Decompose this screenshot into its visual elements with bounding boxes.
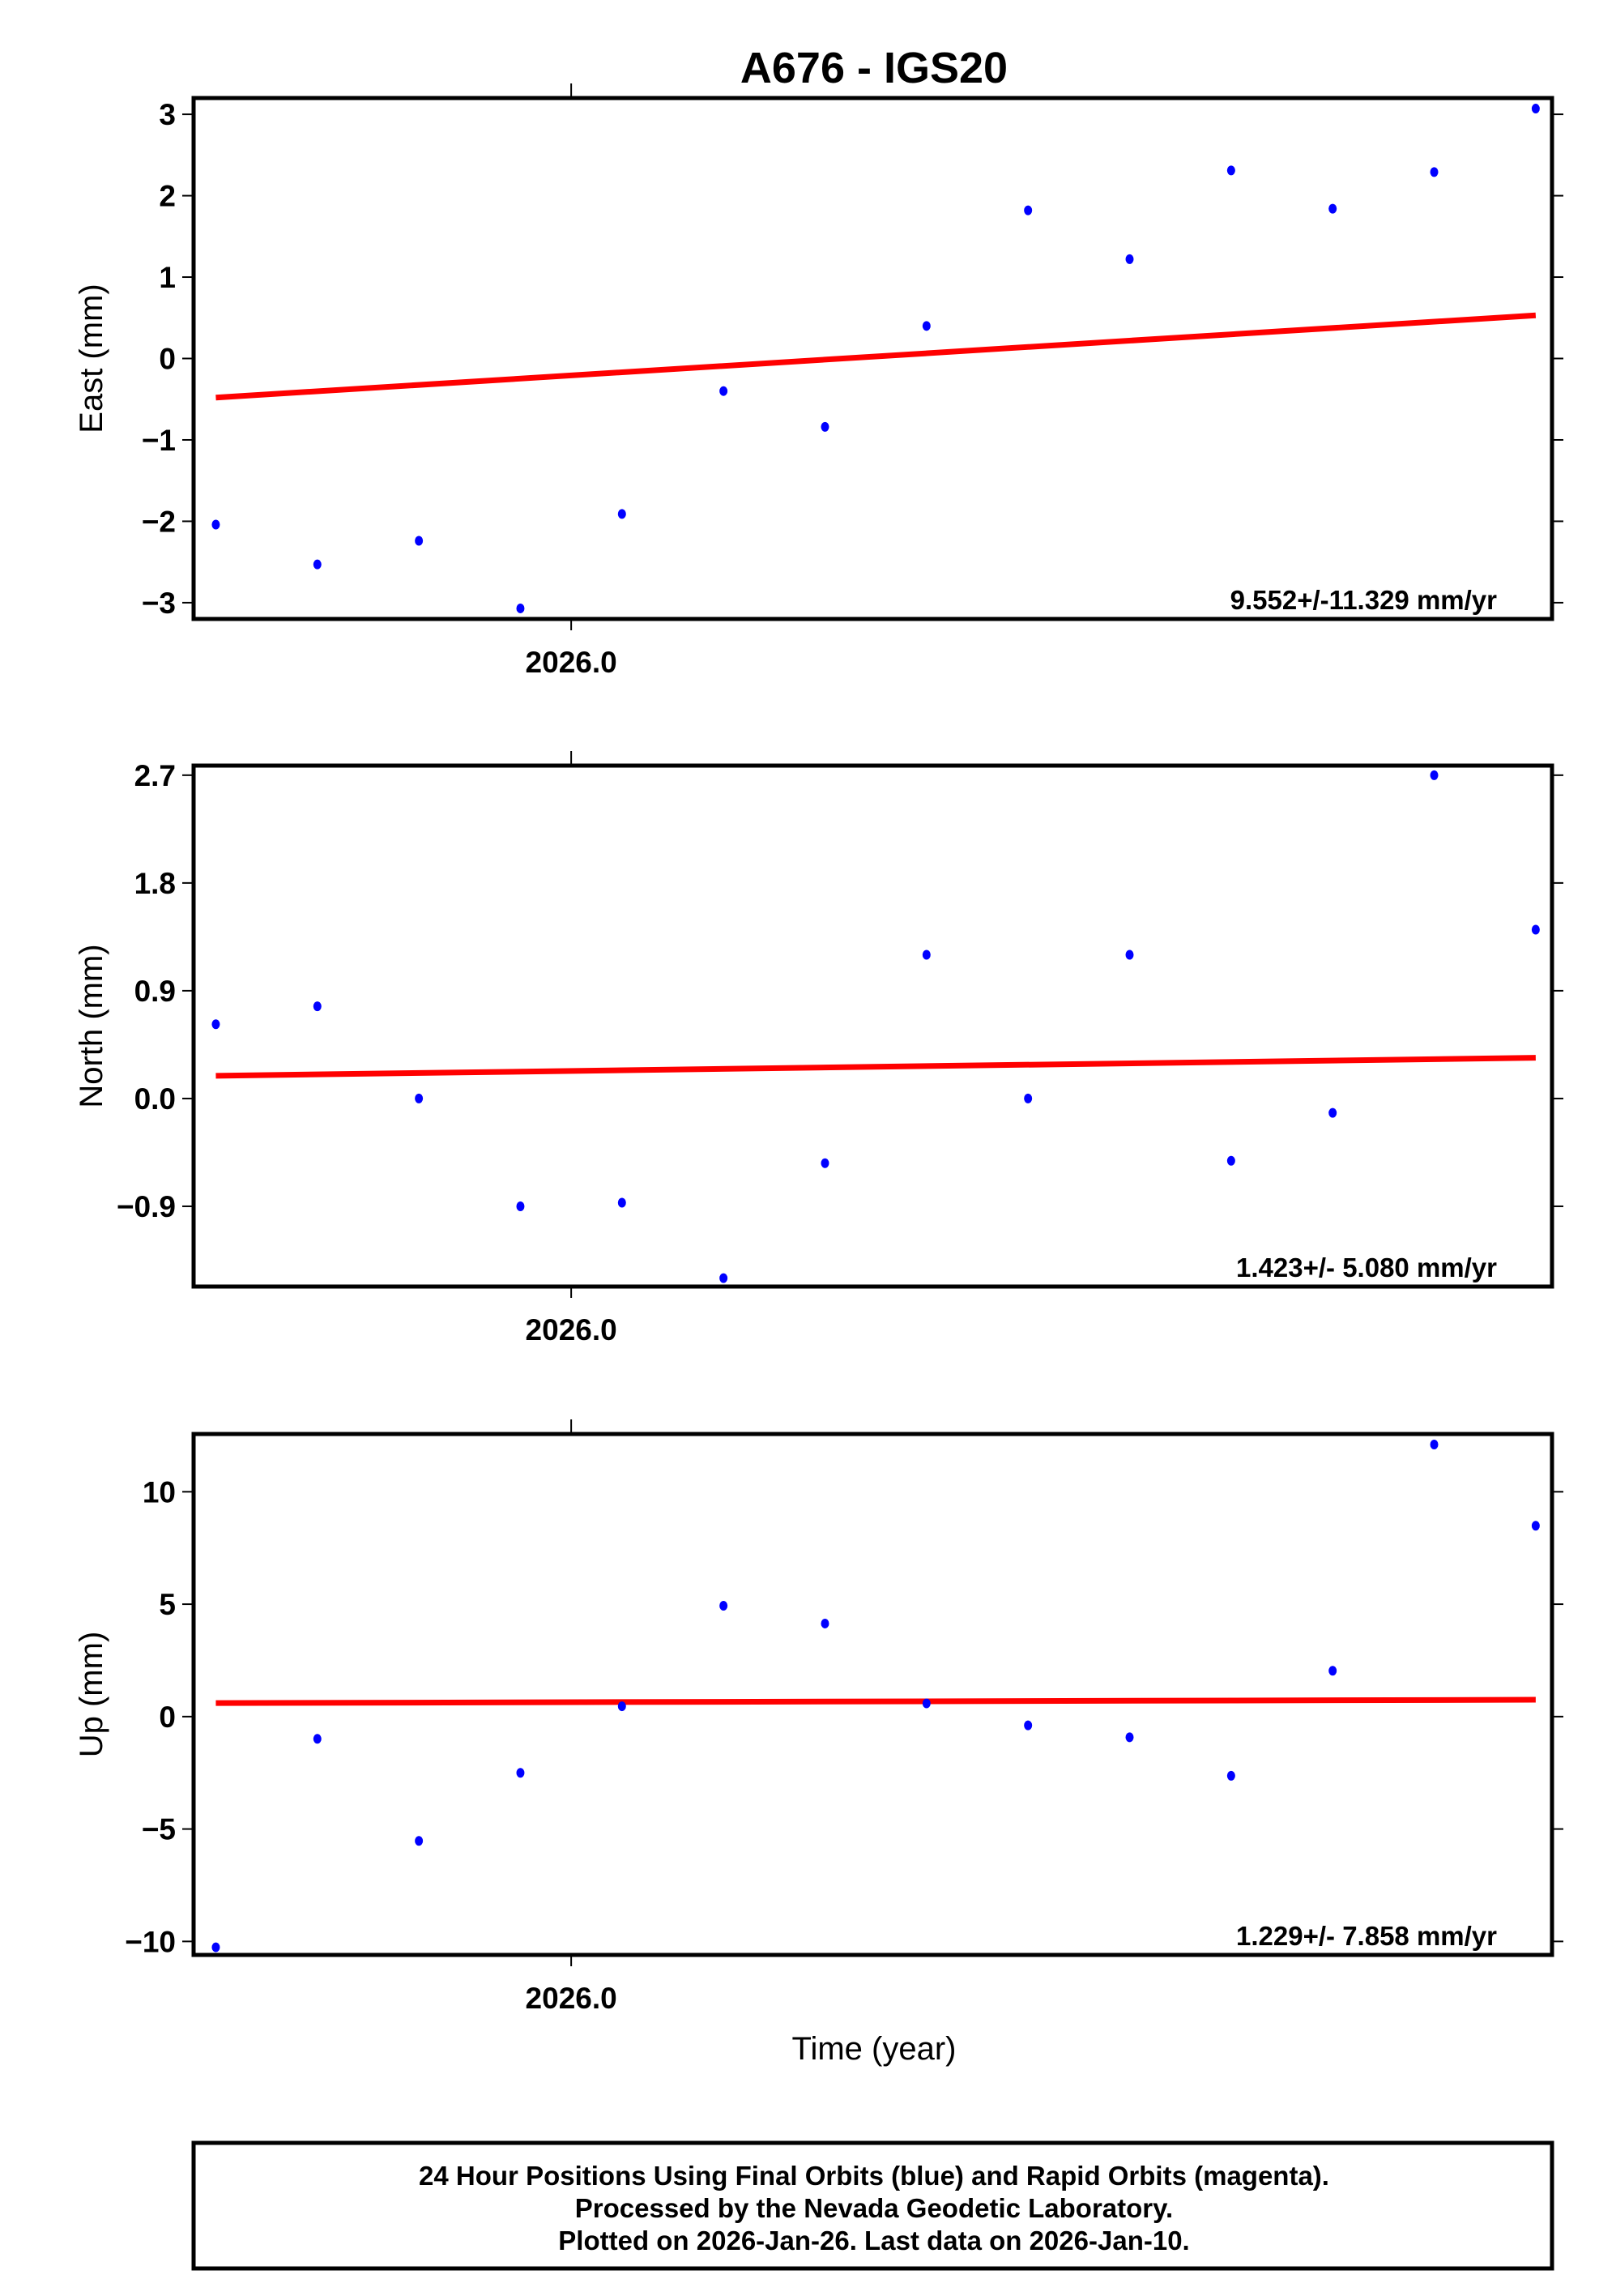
y-tick-label: 2.7 (134, 759, 176, 792)
data-point (1226, 1155, 1235, 1166)
data-point (516, 1768, 525, 1778)
data-point (1328, 1666, 1337, 1676)
plot-frame (191, 763, 1554, 1289)
y-tick-label: 0.0 (134, 1082, 176, 1116)
data-point (1430, 770, 1439, 780)
data-point (1328, 203, 1337, 214)
data-point (617, 509, 626, 519)
data-point (922, 1698, 931, 1709)
y-tick-label: −5 (142, 1813, 176, 1846)
y-axis-label: Up (mm) (74, 1632, 109, 1758)
data-point (922, 950, 931, 960)
data-point (821, 1618, 829, 1628)
y-axis-label: North (mm) (74, 944, 109, 1107)
data-point (1328, 1107, 1337, 1118)
y-tick-label: −3 (142, 587, 176, 620)
trend-line (215, 1055, 1536, 1079)
data-point (211, 1019, 220, 1030)
y-tick-label: 0 (159, 1701, 176, 1734)
data-point (1430, 167, 1439, 177)
data-point (516, 603, 525, 613)
x-tick-label: 2026.0 (526, 646, 617, 679)
y-tick-label: −10 (125, 1925, 176, 1958)
data-point (1024, 1720, 1033, 1731)
data-point (1531, 104, 1540, 114)
data-point (719, 1601, 728, 1611)
panel-east: 3 2 1 0 −1 −2 −3 2026.0 East (mm) 9.552+/-11.329 … (74, 83, 1563, 679)
y-tick-label: 1 (159, 261, 176, 294)
data-point (1125, 950, 1134, 960)
y-tick-label: −1 (142, 424, 176, 457)
data-point (313, 559, 322, 570)
y-tick-label: 5 (159, 1588, 176, 1621)
trend-line (215, 1696, 1536, 1706)
y-tick-label: 0 (159, 343, 176, 376)
y-axis-label: East (mm) (74, 284, 109, 433)
rate-label: 1.423+/- 5.080 mm/yr (1236, 1253, 1497, 1282)
footer-frame (191, 2140, 1554, 2271)
y-tick-label: 2 (159, 180, 176, 213)
data-point (719, 386, 728, 396)
plot-frame (191, 96, 1554, 621)
data-point (719, 1273, 728, 1283)
data-point (1226, 1770, 1235, 1781)
data-point (516, 1201, 525, 1211)
panel-north: 2.7 1.8 0.9 0.0 −0.9 2026.0 North (mm) 1.423+/-… (74, 751, 1563, 1346)
data-point (415, 1093, 424, 1103)
y-tick-label: 0.9 (134, 975, 176, 1008)
chart-title: A676 - IGS20 (740, 44, 1008, 92)
y-tick-label: 3 (159, 98, 176, 131)
data-point (415, 1836, 424, 1846)
data-point (1125, 1732, 1134, 1743)
data-point (1024, 1093, 1033, 1103)
data-point (1226, 165, 1235, 176)
data-point (922, 321, 931, 331)
x-tick-label: 2026.0 (526, 1313, 617, 1346)
footer-line-3: Plotted on 2026-Jan-26. Last data on 202… (558, 2226, 1189, 2255)
data-point (1125, 254, 1134, 264)
data-point (617, 1197, 626, 1208)
rate-label: 1.229+/- 7.858 mm/yr (1236, 1921, 1497, 1951)
x-tick-label: 2026.0 (526, 1982, 617, 2015)
data-point (211, 1942, 220, 1952)
data-point (617, 1701, 626, 1712)
plot-frame (191, 1432, 1554, 1957)
footer-line-2: Processed by the Nevada Geodetic Laborat… (575, 2193, 1173, 2223)
y-tick-label: 1.8 (134, 867, 176, 900)
rate-label: 9.552+/-11.329 mm/yr (1230, 585, 1497, 615)
data-point (1430, 1440, 1439, 1450)
footer-box: 24 Hour Positions Using Final Orbits (bl… (191, 2140, 1554, 2271)
data-point (313, 1001, 322, 1012)
data-point (313, 1734, 322, 1744)
data-point (1024, 205, 1033, 216)
y-tick-label: 10 (143, 1475, 176, 1509)
data-point (821, 421, 829, 432)
panel-up: 10 5 0 −5 −10 2026.0 Up (mm) 1.229+/- 7.858 mm/… (74, 1419, 1563, 2015)
footer-line-1: 24 Hour Positions Using Final Orbits (bl… (419, 2161, 1329, 2191)
data-point (821, 1158, 829, 1168)
trend-line (215, 312, 1537, 401)
data-point (211, 519, 220, 530)
data-point (1531, 924, 1540, 935)
data-point (1531, 1521, 1540, 1531)
data-point (415, 536, 424, 546)
y-tick-label: −0.9 (117, 1190, 176, 1223)
y-tick-label: −2 (142, 505, 176, 538)
x-axis-label: Time (year) (792, 2031, 957, 2067)
